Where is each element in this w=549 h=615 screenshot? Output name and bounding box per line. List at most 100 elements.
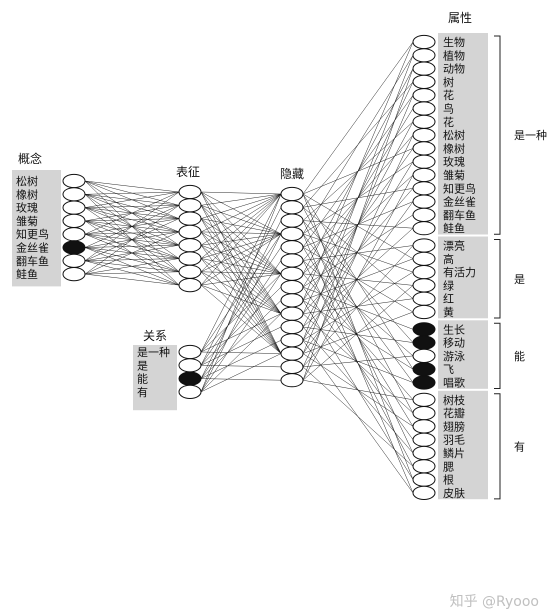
attribute-label: 生长 [443,322,465,336]
attribute-label: 皮肤 [443,486,465,500]
attribute-label: 花瓣 [443,406,465,420]
attribute-unit [413,208,435,221]
attribute-label: 玫瑰 [443,155,465,169]
concept-unit [63,174,85,187]
attribute-unit [413,473,435,486]
representation-unit [179,239,201,252]
attribute-unit [413,292,435,305]
concept-label: 松树 [16,174,38,188]
attribute-unit [413,407,435,420]
representation-header: 表征 [176,165,200,179]
representation-unit [179,199,201,212]
attribute-unit [413,222,435,235]
attribute-unit [413,155,435,168]
relation-label: 是 [137,359,148,372]
hidden-unit [281,214,303,227]
attribute-label: 花 [443,116,454,129]
attribute-label: 翻车鱼 [443,208,476,222]
concept-unit [63,214,85,227]
attribute-unit [413,239,435,252]
concept-unit [63,268,85,281]
attribute-unit [413,89,435,102]
concept-label: 鲑鱼 [16,267,38,281]
attribute-unit [413,115,435,128]
hidden-unit [281,347,303,360]
representation-unit [179,265,201,278]
attribute-unit [413,323,435,336]
representation-unit [179,279,201,292]
hidden-unit [281,187,303,200]
attribute-label: 树 [443,75,454,89]
relation-unit [179,385,201,398]
attribute-group-name: 是 [514,273,525,286]
attribute-unit [413,102,435,115]
attribute-label: 知更鸟 [443,181,476,195]
concept-label: 知更鸟 [16,227,49,241]
attribute-unit [413,446,435,459]
attribute-label: 鸟 [443,102,454,116]
relation-header: 关系 [143,329,167,343]
hidden-unit [281,374,303,387]
concept-label: 玫瑰 [16,201,38,215]
concept-label: 金丝雀 [16,241,49,255]
attribute-label: 雏菊 [443,169,465,182]
relation-unit [179,359,201,372]
attribute-unit [413,252,435,265]
attribute-unit [413,420,435,433]
hidden-unit [281,254,303,267]
attribute-unit [413,305,435,318]
hidden-unit [281,241,303,254]
relation-label: 有 [137,385,148,399]
attribute-label: 树枝 [443,393,465,407]
relation-label: 能 [137,372,148,386]
attribute-label: 植物 [443,48,465,62]
hidden-header: 隐藏 [280,167,304,181]
attribute-label: 羽毛 [443,434,465,447]
hidden-unit [281,320,303,333]
attribute-unit [413,75,435,88]
concept-unit [63,254,85,267]
attribute-label: 根 [443,473,454,487]
concept-unit [63,228,85,241]
attribute-label: 绿 [443,278,454,292]
attribute-unit [413,279,435,292]
representation-unit [179,212,201,225]
attribute-group-name: 是一种 [514,128,547,142]
attribute-label: 黄 [443,305,454,319]
attribute-unit [413,49,435,62]
hidden-unit [281,267,303,280]
hidden-unit [281,307,303,320]
attribute-label: 松树 [443,128,465,142]
attribute-unit [413,336,435,349]
concept-label: 橡树 [16,187,38,201]
attribute-label: 花 [443,89,454,102]
attribute-label: 鳞片 [443,446,465,460]
attribute-unit [413,266,435,279]
relation-unit [179,345,201,358]
attribute-label: 翅膀 [443,419,465,433]
attribute-unit [413,460,435,473]
hidden-unit [281,227,303,240]
hidden-unit [281,294,303,307]
concept-header: 概念 [18,151,42,166]
watermark: 知乎 @Ryooo [450,591,539,611]
attribute-label: 游泳 [443,349,465,363]
attribute-unit [413,195,435,208]
attribute-group-name: 有 [514,439,525,453]
concept-unit [63,201,85,214]
attribute-label: 有活力 [443,265,476,279]
relation-unit [179,372,201,385]
attribute-label: 漂亮 [443,239,465,253]
concept-unit [63,188,85,201]
attribute-group-name: 能 [514,349,525,363]
attribute-unit [413,433,435,446]
hidden-unit [281,201,303,214]
attribute-label: 金丝雀 [443,195,476,209]
attribute-unit [413,486,435,499]
attribute-unit [413,376,435,389]
hidden-unit [281,334,303,347]
attribute-unit [413,129,435,142]
attribute-unit [413,393,435,406]
attribute-unit [413,349,435,362]
